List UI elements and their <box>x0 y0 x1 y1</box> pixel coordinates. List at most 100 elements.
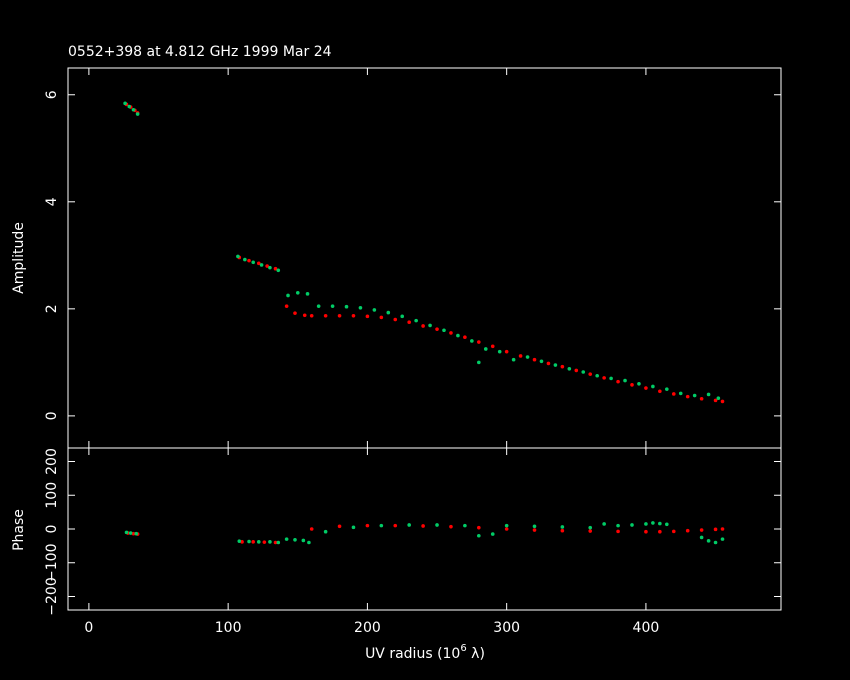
y-tick-label: 4 <box>44 197 60 206</box>
amplitude-point <box>259 263 264 267</box>
amplitude-point <box>273 266 278 271</box>
amplitude-point <box>456 333 460 338</box>
phase-point <box>247 539 251 544</box>
amplitude-point <box>623 378 627 383</box>
phase-point <box>393 523 398 528</box>
amplitude-point <box>637 381 641 386</box>
x-axis-label-exponent: 6 <box>460 643 466 654</box>
phase-point <box>706 539 711 543</box>
phase-point <box>293 538 297 542</box>
amplitude-point <box>316 304 321 308</box>
amplitude-point <box>716 396 721 401</box>
amplitude-point <box>616 379 620 384</box>
phase-point <box>665 522 669 527</box>
phase-ylabel: Phase <box>11 509 27 551</box>
phase-point <box>379 523 384 528</box>
phase-ticks: 0 100 200 300 400 −200−100 0 100 200 <box>44 448 781 636</box>
amplitude-point <box>665 387 669 391</box>
amplitude-point <box>386 310 391 315</box>
amplitude-point <box>699 396 704 401</box>
phase-point <box>699 528 704 532</box>
phase-point <box>651 521 655 525</box>
amplitude-point <box>706 392 711 397</box>
amplitude-point <box>393 317 398 322</box>
amplitude-point <box>630 383 634 387</box>
amplitude-point <box>123 101 127 106</box>
phase-point <box>630 523 634 527</box>
amplitude-point <box>609 376 613 381</box>
amplitude-point <box>518 354 523 358</box>
phase-point <box>449 524 453 529</box>
amplitude-point <box>135 112 140 116</box>
phase-point <box>128 531 133 535</box>
amplitude-point <box>588 372 593 376</box>
amplitude-point <box>658 389 662 394</box>
y-tick-label: 100 <box>44 482 60 509</box>
phase-point <box>644 529 648 534</box>
y-tick-label: 2 <box>44 304 60 313</box>
amplitude-point <box>470 339 474 343</box>
phase-point <box>588 529 593 533</box>
phase-point <box>134 531 139 536</box>
phase-point <box>602 522 606 526</box>
amplitude-point <box>463 335 467 340</box>
amplitude-point <box>365 314 370 319</box>
amplitude-point <box>685 394 690 399</box>
amplitude-point <box>435 327 439 331</box>
amplitude-point <box>407 320 411 325</box>
phase-point <box>560 528 565 533</box>
amplitude-point <box>344 304 349 309</box>
amplitude-point <box>595 373 599 378</box>
amplitude-point <box>421 324 425 328</box>
phase-point <box>504 523 509 528</box>
amplitude-point <box>236 254 240 259</box>
amplitude-point <box>539 359 544 364</box>
phase-point <box>131 531 136 536</box>
amplitude-point <box>247 258 251 263</box>
phase-point <box>532 524 537 529</box>
phase-point <box>616 529 620 534</box>
phase-point <box>240 540 244 544</box>
amplitude-point <box>351 314 356 318</box>
amplitude-point <box>442 328 446 333</box>
amplitude-point <box>678 391 683 396</box>
amplitude-point <box>713 398 718 403</box>
phase-point <box>671 529 676 534</box>
amplitude-point <box>449 331 453 335</box>
phase-point <box>477 533 481 538</box>
phase-point <box>685 528 690 533</box>
amplitude-point <box>330 304 335 308</box>
amplitude-point <box>358 305 363 310</box>
amplitude-point <box>372 308 377 312</box>
phase-point <box>713 540 718 545</box>
y-tick-label: −200 <box>44 577 60 615</box>
amplitude-point <box>553 363 558 367</box>
amplitude-point <box>477 360 481 365</box>
phase-point <box>421 524 425 528</box>
phase-point <box>504 527 509 531</box>
amplitude-point <box>256 261 261 266</box>
phase-point <box>309 527 314 531</box>
phase-point <box>720 537 725 541</box>
x-axis-label-main: UV radius (10 <box>365 646 460 662</box>
x-tick-label: 400 <box>633 620 660 636</box>
phase-point <box>560 525 565 529</box>
phase-point <box>616 523 620 528</box>
amplitude-point <box>560 364 565 369</box>
phase-point <box>301 538 306 543</box>
amplitude-point <box>504 349 509 354</box>
amplitude-point <box>546 361 551 366</box>
phase-point <box>477 525 481 530</box>
amplitude-panel-frame <box>67 67 782 449</box>
phase-point <box>262 540 267 544</box>
amplitude-point <box>581 370 586 374</box>
y-tick-label: 0 <box>44 525 60 534</box>
x-axis-label-unit: λ) <box>467 646 485 662</box>
phase-point <box>407 523 411 527</box>
amplitude-point <box>490 344 495 349</box>
phase-point <box>273 540 278 545</box>
phase-point <box>435 523 439 527</box>
phase-point <box>532 528 537 532</box>
phase-point <box>268 540 272 544</box>
